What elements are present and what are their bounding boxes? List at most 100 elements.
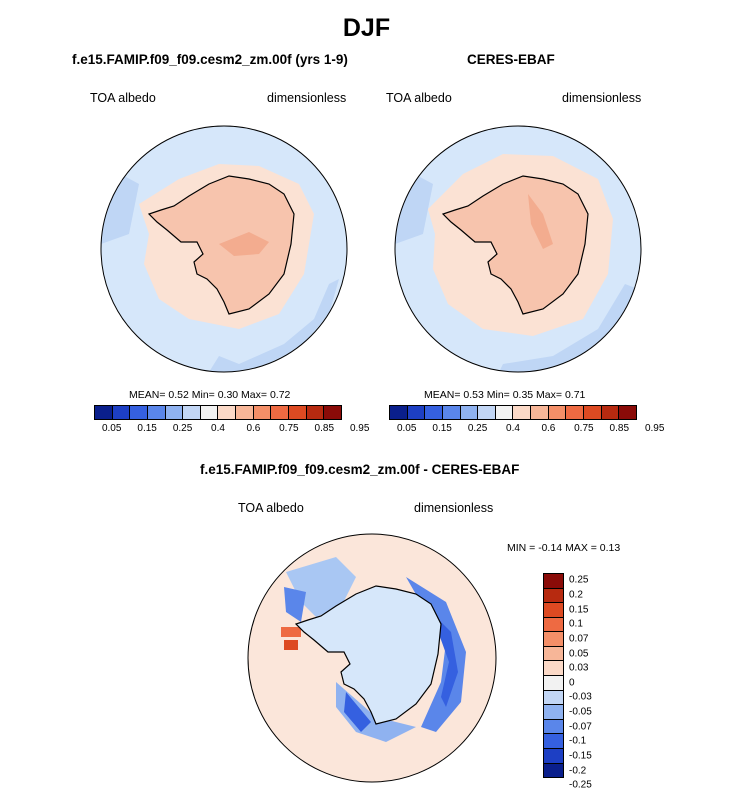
panel-3-polar-map: [247, 533, 497, 783]
colorbar-box: [324, 406, 341, 419]
negative-region: [406, 577, 466, 732]
colorbar-box: [544, 588, 563, 604]
colorbar-tick-label: -0.1: [569, 735, 587, 747]
colorbar-tick-label: 0.4: [211, 423, 225, 434]
colorbar-box: [544, 574, 563, 589]
colorbar-box: [544, 734, 563, 749]
low-albedo-band: [209, 279, 339, 372]
colorbar-tick-label: 0.6: [246, 423, 261, 434]
colorbar-boxes: [94, 405, 342, 420]
colorbar-tick-label: 0.05: [569, 648, 589, 660]
panel-1-title: f.e15.FAMIP.f09_f09.cesm2_zm.00f (yrs 1-…: [72, 52, 348, 67]
colorbar-tick-label: 0.15: [137, 423, 157, 434]
strong-negative-region: [431, 612, 458, 707]
colorbar-box: [548, 406, 567, 419]
colorbar-box: [390, 406, 408, 419]
colorbar-box: [147, 406, 166, 419]
panel-1-colorbar-ticks: 0.05 0.15 0.25 0.4 0.6 0.75 0.85 0.95: [94, 423, 369, 437]
negative-region: [284, 587, 306, 622]
colorbar-tick-label: 0.15: [569, 604, 589, 616]
positive-region: [284, 640, 298, 650]
colorbar-tick-label: -0.05: [569, 706, 592, 718]
colorbar-tick-label: 0.15: [432, 423, 452, 434]
colorbar-box: [425, 406, 443, 419]
colorbar-box: [495, 406, 514, 419]
colorbar-box: [619, 406, 636, 419]
colorbar-box: [544, 617, 563, 633]
panel-3-title: f.e15.FAMIP.f09_f09.cesm2_zm.00f - CERES…: [200, 462, 520, 477]
colorbar-box: [584, 406, 602, 419]
colorbar-tick-label: 0.25: [569, 574, 589, 586]
colorbar-box: [289, 406, 307, 419]
colorbar-tick-label: -0.15: [569, 750, 592, 762]
colorbar-tick-label: 0.2: [569, 589, 583, 601]
colorbar-tick-label: 0.85: [609, 423, 630, 434]
panel-2-variable-label: TOA albedo: [386, 91, 452, 105]
colorbar-box: [253, 406, 272, 419]
colorbar-box: [544, 676, 563, 691]
colorbar-box: [544, 763, 563, 778]
low-albedo-band: [498, 284, 638, 372]
panel-1-stats: MEAN= 0.52 Min= 0.30 Max= 0.72: [129, 389, 291, 401]
plateau-region: [528, 194, 553, 249]
colorbar-tick-label: -0.07: [569, 721, 592, 733]
colorbar-box: [478, 406, 496, 419]
panel-3-colorbar-labels: 0.25 0.2 0.15 0.1 0.07 0.05 0.03 0 -0.03 -0.05 -0.…: [569, 573, 619, 791]
negative-region: [336, 682, 416, 742]
antarctica-outline: [294, 585, 442, 725]
colorbar-boxes: [389, 405, 637, 420]
colorbar-box: [271, 406, 290, 419]
panel-1-units-label: dimensionless: [267, 91, 347, 105]
colorbar-box: [460, 406, 479, 419]
colorbar-box: [183, 406, 201, 419]
colorbar-tick-label: 0.03: [569, 662, 589, 674]
antarctica-outline: [441, 175, 589, 315]
colorbar-box: [566, 406, 585, 419]
colorbar-boxes: [543, 573, 564, 778]
colorbar-box: [544, 646, 563, 662]
colorbar-tick-label: 0.07: [569, 633, 589, 645]
colorbar-box: [544, 661, 563, 677]
colorbar-tick-label: 0.6: [541, 423, 556, 434]
colorbar-box: [544, 632, 563, 647]
panel-2-stats: MEAN= 0.53 Min= 0.35 Max= 0.71: [424, 389, 586, 401]
colorbar-box: [236, 406, 254, 419]
colorbar-box: [544, 719, 563, 735]
colorbar-tick-label: 0.75: [279, 423, 299, 434]
colorbar-tick-label: 0.05: [101, 423, 122, 434]
colorbar-box: [544, 705, 563, 720]
colorbar-box: [601, 406, 620, 419]
colorbar-tick-label: 0.25: [172, 423, 193, 434]
colorbar-tick-label: -0.25: [569, 779, 592, 791]
colorbar-box: [306, 406, 325, 419]
panel-1-polar-map: [100, 125, 348, 373]
panel-3-units-label: dimensionless: [414, 501, 494, 515]
colorbar-tick-label: -0.03: [569, 691, 592, 703]
colorbar-box: [112, 406, 131, 419]
colorbar-box: [544, 690, 563, 706]
positive-region: [281, 627, 301, 637]
panel-3-variable-label: TOA albedo: [238, 501, 304, 515]
panel-2-units-label: dimensionless: [562, 91, 642, 105]
strong-negative-region: [344, 692, 371, 732]
panel-2-polar-map: [394, 125, 642, 373]
colorbar-tick-label: 0.95: [349, 423, 370, 434]
panel-3-colorbar: [543, 573, 564, 778]
colorbar-tick-label: 0: [569, 677, 575, 689]
colorbar-box: [95, 406, 113, 419]
colorbar-tick-label: 0.85: [314, 423, 335, 434]
panel-2-colorbar-ticks: 0.05 0.15 0.25 0.4 0.6 0.75 0.85 0.95: [389, 423, 664, 437]
colorbar-tick-label: 0.95: [644, 423, 665, 434]
colorbar-box: [442, 406, 461, 419]
colorbar-box: [407, 406, 426, 419]
plateau-region: [219, 232, 269, 256]
panel-3-stats: MIN = -0.14 MAX = 0.13: [507, 542, 621, 554]
colorbar-tick-label: -0.2: [569, 765, 587, 777]
colorbar-tick-label: 0.25: [467, 423, 488, 434]
colorbar-box: [218, 406, 237, 419]
colorbar-tick-label: 0.75: [574, 423, 594, 434]
colorbar-tick-label: 0.1: [569, 618, 583, 630]
colorbar-box: [130, 406, 148, 419]
colorbar-box: [165, 406, 184, 419]
colorbar-box: [531, 406, 549, 419]
